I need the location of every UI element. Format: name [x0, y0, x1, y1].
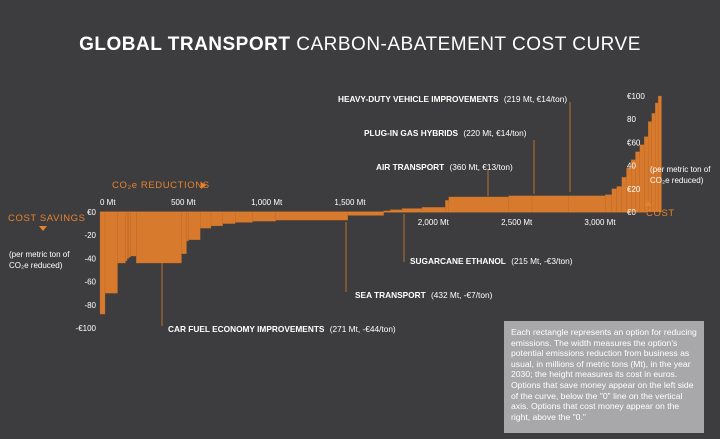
leader-lines	[161, 102, 571, 326]
bar-segment-22	[421, 207, 446, 213]
left-y-tick-label: -€100	[76, 324, 97, 333]
bar-segment-4	[125, 211, 128, 261]
x-tick-label: 1,500 Mt	[334, 198, 366, 207]
right-arrow-icon	[201, 182, 206, 189]
bar-segment-29	[611, 188, 617, 213]
annotation-sea: SEA TRANSPORT (432 Mt, -€7/ton)	[355, 290, 493, 300]
down-arrow-icon	[39, 226, 47, 231]
bar-segment-11	[188, 211, 201, 240]
bar-segment-21	[401, 208, 423, 213]
annotation-air-detail: (360 Mt, €13/ton)	[450, 162, 513, 172]
title-rest: CARBON-ABATEMENT COST CURVE	[296, 34, 641, 55]
bar-segment-15	[235, 211, 253, 223]
title-bold: GLOBAL TRANSPORT	[79, 34, 291, 55]
cost-savings-label: COST SAVINGS	[8, 213, 86, 224]
bar-segment-9	[181, 211, 187, 254]
explanation-note: Each rectangle represents an option for …	[504, 321, 704, 433]
chart-title: GLOBAL TRANSPORT CARBON-ABATEMENT COST C…	[0, 34, 720, 56]
left-y-tick-labels: €0 -20 -40 -60 -80 -€100	[76, 208, 97, 333]
bar-segment-23	[445, 200, 449, 213]
x-tick-label: 2,000 Mt	[418, 218, 450, 227]
x-tick-label: 2,500 Mt	[501, 218, 533, 227]
annotation-sugarcane-name: SUGARCANE ETHANOL	[410, 256, 506, 266]
bar-segment-30	[616, 186, 622, 213]
x-tick-label: 3,000 Mt	[584, 218, 616, 227]
left-y-tick-label: -60	[84, 278, 96, 287]
annotation-air-name: AIR TRANSPORT	[376, 162, 444, 172]
right-y-tick-label: €20	[627, 185, 641, 194]
bar-segment-39	[655, 102, 659, 213]
co2-reductions-label: CO₂e REDUCTIONS	[112, 180, 210, 191]
bar-segment-17	[275, 211, 348, 221]
bar-segment-13	[210, 211, 223, 227]
up-arrow-icon	[644, 201, 652, 206]
bar-segment-27	[568, 195, 606, 213]
right-unit-line2: CO₂e reduced)	[650, 176, 704, 185]
bar-segment-12	[200, 211, 212, 229]
annotation-car-fuel-name: CAR FUEL ECONOMY IMPROVEMENTS	[168, 324, 325, 334]
annotation-plug-in-name: PLUG-IN GAS HYBRIDS	[364, 128, 459, 138]
bar-segment-2	[104, 211, 118, 294]
left-y-tick-label: -20	[84, 231, 96, 240]
annotation-air: AIR TRANSPORT (360 Mt, €13/ton)	[376, 162, 513, 172]
bar-segment-7	[130, 211, 137, 257]
bar-segment-34	[635, 151, 640, 213]
left-y-tick-label: -40	[84, 254, 96, 263]
bar-segment-10	[186, 211, 189, 242]
right-y-tick-label: 80	[627, 115, 636, 124]
left-y-tick-label: -80	[84, 301, 96, 310]
right-unit-line1: (per metric ton of	[650, 165, 711, 174]
annotation-plug-in-detail: (220 Mt, €14/ton)	[463, 128, 526, 138]
bar-segment-1	[99, 211, 106, 315]
annotation-sugarcane: SUGARCANE ETHANOL (215 Mt, -€3/ton)	[410, 256, 573, 266]
annotation-heavy-duty-detail: (219 Mt, €14/ton)	[504, 94, 567, 104]
bar-segment-40	[658, 95, 662, 213]
x-tick-label: 500 Mt	[171, 198, 196, 207]
annotation-sea-detail: (432 Mt, -€7/ton)	[431, 290, 493, 300]
cost-label: COST	[646, 208, 675, 219]
bar-segment-25	[508, 195, 533, 213]
bar-segment-8	[136, 211, 182, 264]
bar-segment-16	[252, 211, 276, 222]
bar-segment-6	[128, 211, 131, 258]
bar-segment-35	[639, 144, 645, 213]
annotation-car-fuel-detail: (271 Mt, -€44/ton)	[330, 324, 396, 334]
bar-segment-18	[347, 211, 384, 216]
bar-segment-31	[621, 177, 627, 213]
bar-segment-38	[651, 113, 656, 213]
bar-segment-26	[531, 195, 569, 213]
bar-segment-24	[448, 196, 509, 213]
annotation-heavy-duty: HEAVY-DUTY VEHICLE IMPROVEMENTS (219 Mt,…	[338, 94, 567, 104]
right-y-tick-labels: €100 80 €60 40 €20 €0	[627, 92, 645, 217]
annotation-sea-name: SEA TRANSPORT	[355, 290, 426, 300]
bar-segment-36	[644, 136, 649, 213]
right-y-tick-label: €0	[627, 208, 636, 217]
x-tick-label: 1,000 Mt	[251, 198, 283, 207]
bar-segment-28	[605, 194, 612, 213]
x-tick-labels: 0 Mt 500 Mt 1,000 Mt 1,500 Mt 2,000 Mt 2,500 …	[100, 198, 616, 227]
right-y-tick-label: €100	[627, 92, 645, 101]
right-y-tick-label: 40	[627, 162, 636, 171]
annotation-heavy-duty-name: HEAVY-DUTY VEHICLE IMPROVEMENTS	[338, 94, 499, 104]
left-y-tick-label: €0	[87, 208, 96, 217]
annotation-car-fuel: CAR FUEL ECONOMY IMPROVEMENTS (271 Mt, -…	[168, 324, 396, 334]
bar-segment-14	[222, 211, 236, 224]
x-tick-label: 0 Mt	[100, 198, 116, 207]
bar-segment-5	[127, 211, 129, 259]
bar-segment-3	[117, 211, 126, 264]
left-unit-line2: CO₂e reduced)	[9, 261, 63, 270]
left-unit-line1: (per metric ton of	[9, 250, 70, 259]
annotation-sugarcane-detail: (215 Mt, -€3/ton)	[511, 256, 573, 266]
annotation-plug-in: PLUG-IN GAS HYBRIDS (220 Mt, €14/ton)	[364, 128, 527, 138]
bars-group	[99, 95, 662, 315]
right-y-tick-label: €60	[627, 138, 641, 147]
